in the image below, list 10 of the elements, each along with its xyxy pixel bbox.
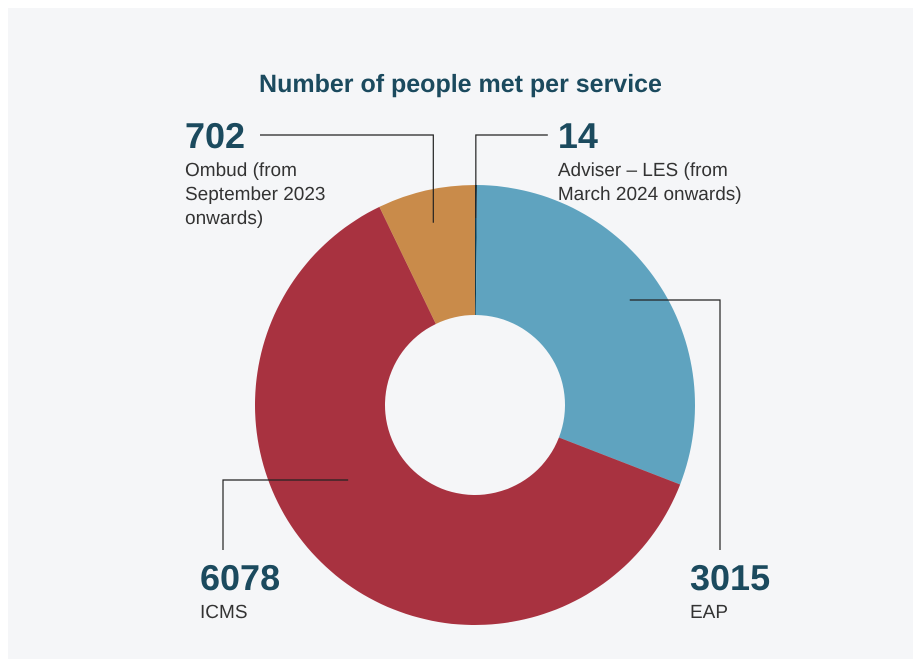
slice-label: ICMS (200, 602, 248, 623)
data-label: 14 (558, 115, 598, 156)
slice-label: EAP (690, 602, 728, 623)
data-label: 3015 (690, 557, 770, 598)
slice-label: Ombud (from September 2023 onwards) (185, 160, 326, 229)
chart-title: Number of people met per service (258, 70, 663, 99)
data-label: 702 (185, 115, 246, 156)
slice-label: Adviser – LES (from March 2024 onwards) (558, 160, 742, 205)
data-label: 6078 (200, 557, 280, 598)
donut-slice (379, 185, 475, 324)
